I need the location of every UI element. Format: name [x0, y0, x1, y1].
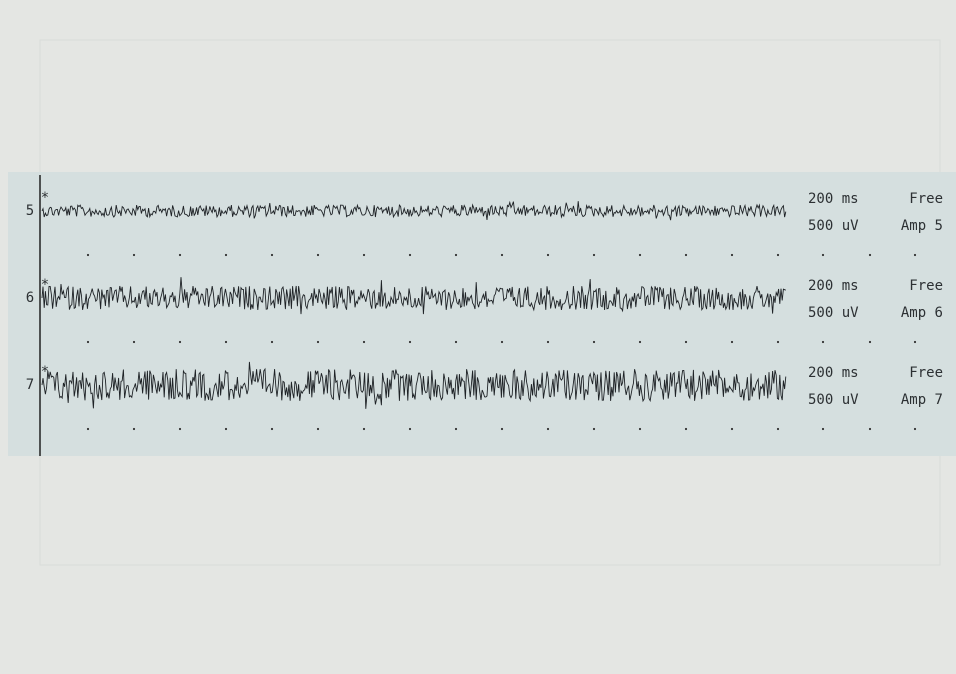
grid-dot: [776, 427, 780, 431]
sensitivity: 500 uV: [808, 392, 859, 408]
grid-dot: [408, 427, 412, 431]
grid-dot: [868, 340, 872, 344]
grid-dot: [454, 427, 458, 431]
timebase: 200 ms: [808, 278, 859, 294]
grid-dot: [684, 253, 688, 257]
amplifier: Amp 6: [901, 305, 943, 321]
signal-trace: [41, 277, 786, 315]
channel-label: 7: [26, 377, 34, 393]
grid-dot: [86, 427, 90, 431]
signal-trace: [41, 361, 787, 409]
marker: *: [41, 364, 49, 380]
grid-dot: [776, 340, 780, 344]
grid-dot: [730, 340, 734, 344]
signal-trace: [41, 200, 787, 221]
grid-dot: [86, 340, 90, 344]
grid-dot: [316, 253, 320, 257]
grid-dot: [546, 427, 550, 431]
mode: Free: [909, 191, 943, 207]
grid-dot: [224, 253, 228, 257]
grid-dot: [362, 253, 366, 257]
grid-dot: [408, 253, 412, 257]
marker: *: [41, 277, 49, 293]
grid-dot: [224, 340, 228, 344]
grid-dot: [132, 340, 136, 344]
grid-dot: [638, 427, 642, 431]
grid-dot: [684, 340, 688, 344]
channel-label: 5: [26, 203, 34, 219]
timebase: 200 ms: [808, 191, 859, 207]
trace-panel: [8, 172, 956, 456]
grid-dot: [408, 340, 412, 344]
grid-dot: [592, 427, 596, 431]
grid-dot: [132, 427, 136, 431]
grid-dot: [821, 340, 825, 344]
grid-dot: [270, 253, 274, 257]
grid-dot: [86, 253, 90, 257]
grid-dot: [546, 340, 550, 344]
grid-dot: [362, 340, 366, 344]
marker: *: [41, 190, 49, 206]
grid-dot: [913, 253, 917, 257]
grid-dot: [316, 340, 320, 344]
grid-dot: [638, 253, 642, 257]
amplifier: Amp 5: [901, 218, 943, 234]
grid-dot: [821, 253, 825, 257]
grid-dot: [868, 253, 872, 257]
grid-dot: [362, 427, 366, 431]
grid-dot: [224, 427, 228, 431]
grid-dot: [454, 340, 458, 344]
mode: Free: [909, 278, 943, 294]
mode: Free: [909, 365, 943, 381]
grid-dot: [821, 427, 825, 431]
traces: 5 * 200 ms Free 500 uV Amp 5 6 * 200 ms Free 500 u…: [26, 190, 943, 431]
grid-dot: [913, 340, 917, 344]
grid-dot: [776, 253, 780, 257]
sensitivity: 500 uV: [808, 305, 859, 321]
grid-dot: [178, 427, 182, 431]
grid-dot: [730, 253, 734, 257]
grid-dot: [270, 427, 274, 431]
grid-dot: [500, 427, 504, 431]
grid-dot: [132, 253, 136, 257]
grid-dot: [178, 340, 182, 344]
sensitivity: 500 uV: [808, 218, 859, 234]
timebase: 200 ms: [808, 365, 859, 381]
channel-label: 6: [26, 290, 34, 306]
grid-dot: [592, 253, 596, 257]
grid-dot: [730, 427, 734, 431]
grid-dot: [316, 427, 320, 431]
grid-dot: [638, 340, 642, 344]
grid-dot: [500, 340, 504, 344]
grid-dot: [868, 427, 872, 431]
amplifier: Amp 7: [901, 392, 943, 408]
grid-dot: [178, 253, 182, 257]
grid-dot: [500, 253, 504, 257]
grid-dot: [684, 427, 688, 431]
grid-dot: [546, 253, 550, 257]
grid-dot: [270, 340, 274, 344]
grid-dot: [592, 340, 596, 344]
grid-dot: [913, 427, 917, 431]
grid-dot: [454, 253, 458, 257]
